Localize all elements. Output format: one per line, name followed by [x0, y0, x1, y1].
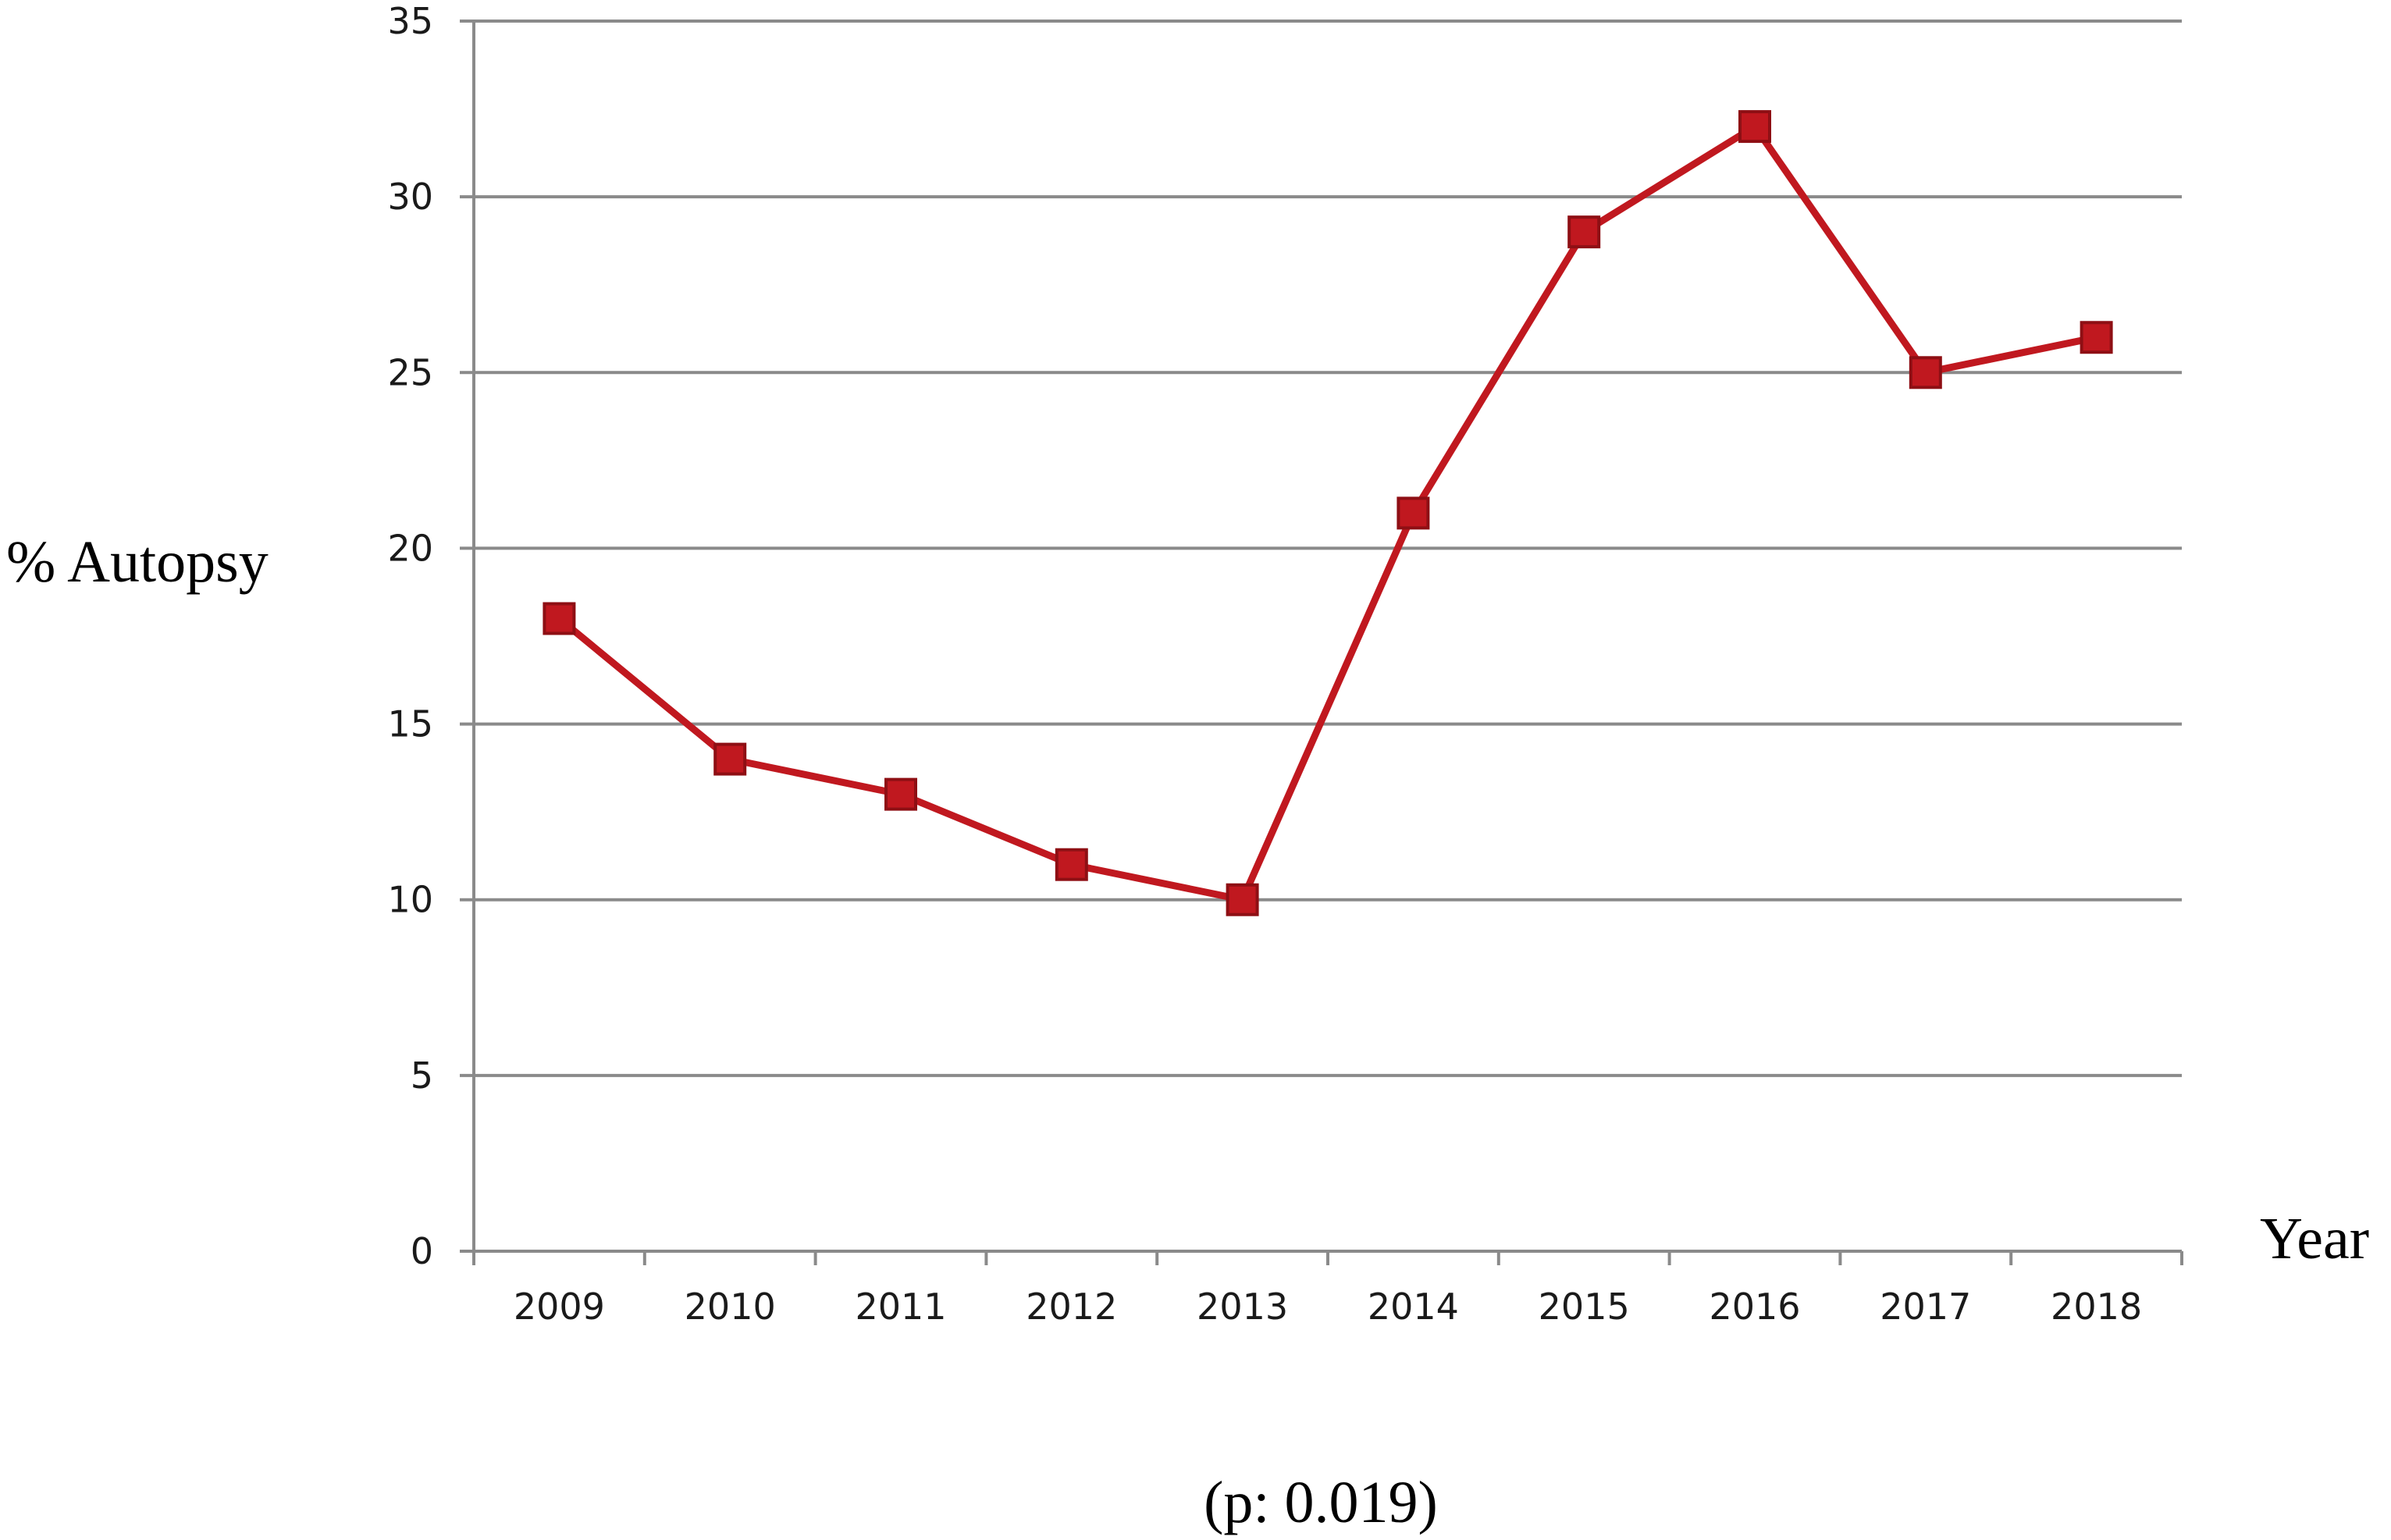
x-tick-label: 2011	[855, 1286, 946, 1328]
data-point-marker	[1397, 496, 1430, 530]
data-point-marker	[884, 777, 917, 811]
series-line	[557, 123, 2097, 904]
data-point-marker	[1738, 110, 1771, 144]
data-point-marker	[2080, 321, 2113, 354]
y-tick-label: 30	[387, 176, 433, 218]
x-tick-label: 2010	[685, 1286, 776, 1328]
x-tick-label: 2015	[1539, 1286, 1630, 1328]
y-axis-ticks	[460, 20, 474, 1253]
x-tick-label: 2012	[1026, 1286, 1117, 1328]
x-tick-label: 2009	[514, 1286, 605, 1328]
data-point-marker	[543, 602, 576, 635]
x-axis-title: Year	[2260, 1206, 2369, 1271]
y-tick-label: 15	[387, 703, 433, 745]
y-axis-tick-labels: 0 5 10 15 20 25 30 35	[387, 0, 433, 1272]
data-point-marker	[713, 742, 747, 776]
data-point-marker	[1055, 848, 1088, 881]
x-axis-tick-labels: 2009 2010 2011 2012 2013 2014 2015 2016 2017 2018	[514, 1286, 2142, 1328]
data-point-marker	[1226, 883, 1259, 916]
x-tick-label: 2017	[1880, 1286, 1971, 1328]
x-tick-label: 2014	[1368, 1286, 1459, 1328]
series-markers	[543, 110, 2113, 916]
x-tick-label: 2013	[1197, 1286, 1288, 1328]
p-value-note: (p: 0.019)	[1204, 1470, 1438, 1535]
gridlines	[474, 20, 2182, 1077]
data-point-marker	[1909, 356, 1942, 389]
y-tick-label: 20	[387, 527, 433, 569]
y-tick-label: 10	[387, 879, 433, 921]
y-tick-label: 35	[387, 0, 433, 42]
y-tick-label: 25	[387, 351, 433, 393]
data-point-marker	[1567, 215, 1601, 249]
x-tick-label: 2018	[2051, 1286, 2142, 1328]
x-axis-ticks	[472, 1251, 2183, 1265]
x-tick-label: 2016	[1709, 1286, 1800, 1328]
y-tick-label: 0	[411, 1230, 433, 1272]
y-axis-title: % Autopsy	[6, 529, 269, 595]
y-tick-label: 5	[411, 1055, 433, 1097]
